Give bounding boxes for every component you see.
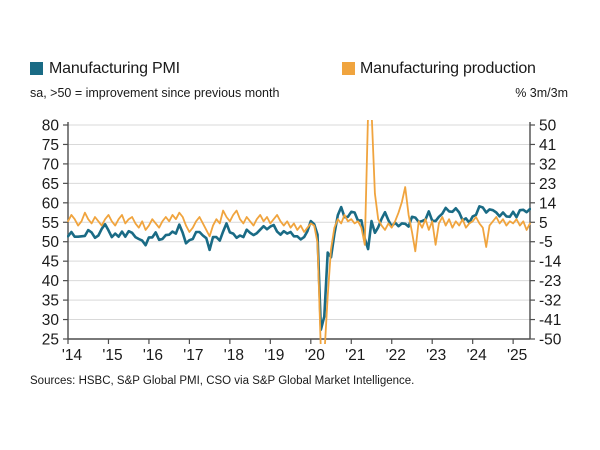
svg-text:50: 50 <box>42 234 60 251</box>
pmi-subtitle: sa, >50 = improvement since previous mon… <box>30 86 280 100</box>
svg-text:40: 40 <box>42 273 60 290</box>
svg-text:70: 70 <box>42 156 60 173</box>
svg-text:-50: -50 <box>539 332 562 349</box>
svg-text:60: 60 <box>42 195 60 212</box>
svg-text:'20: '20 <box>305 347 326 364</box>
svg-text:-41: -41 <box>539 312 561 329</box>
svg-text:35: 35 <box>42 293 59 310</box>
svg-text:23: 23 <box>539 176 556 193</box>
svg-text:'16: '16 <box>143 347 163 364</box>
svg-text:'18: '18 <box>224 347 244 364</box>
svg-text:'19: '19 <box>264 347 284 364</box>
production-color-swatch <box>342 62 355 75</box>
svg-text:'14: '14 <box>62 347 83 364</box>
svg-text:'25: '25 <box>507 347 527 364</box>
svg-text:'22: '22 <box>386 347 406 364</box>
svg-text:5: 5 <box>539 215 548 232</box>
svg-text:-5: -5 <box>539 234 553 251</box>
svg-text:65: 65 <box>42 176 59 193</box>
svg-text:-14: -14 <box>539 254 562 271</box>
svg-text:25: 25 <box>42 332 59 349</box>
sources-note: Sources: HSBC, S&P Global PMI, CSO via S… <box>30 375 415 387</box>
svg-text:'15: '15 <box>102 347 122 364</box>
svg-text:'24: '24 <box>467 347 488 364</box>
svg-text:55: 55 <box>42 215 59 232</box>
svg-text:32: 32 <box>539 156 556 173</box>
production-legend-label: Manufacturing production <box>360 60 536 77</box>
svg-text:45: 45 <box>42 254 59 271</box>
svg-text:80: 80 <box>42 118 60 135</box>
production-unit-label: % 3m/3m <box>515 86 568 100</box>
svg-text:'21: '21 <box>345 347 365 364</box>
svg-text:14: 14 <box>539 195 557 212</box>
svg-text:-23: -23 <box>539 273 561 290</box>
svg-text:'17: '17 <box>183 347 203 364</box>
pmi-legend-label: Manufacturing PMI <box>49 60 180 77</box>
svg-text:41: 41 <box>539 137 556 154</box>
svg-text:30: 30 <box>42 312 60 329</box>
pmi-color-swatch <box>30 62 43 75</box>
svg-text:-32: -32 <box>539 293 561 310</box>
svg-text:75: 75 <box>42 137 59 154</box>
svg-text:50: 50 <box>539 118 557 135</box>
svg-text:'23: '23 <box>426 347 446 364</box>
